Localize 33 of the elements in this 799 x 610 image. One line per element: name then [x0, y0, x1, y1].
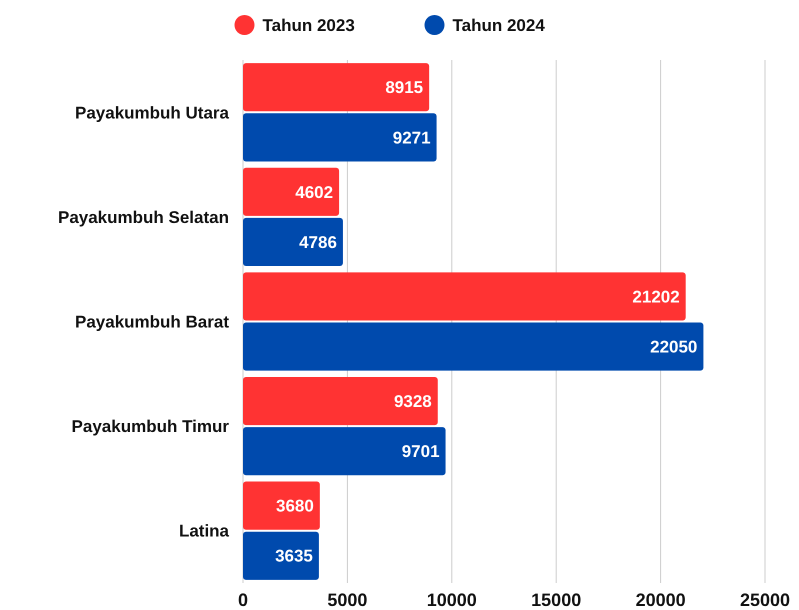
data-label: 9328 — [394, 392, 432, 411]
x-tick-label: 0 — [238, 590, 248, 610]
data-label: 9271 — [392, 128, 431, 148]
data-label: 21202 — [632, 287, 680, 306]
legend-label: Tahun 2023 — [262, 16, 355, 35]
bar — [243, 532, 319, 580]
data-label: 4786 — [299, 232, 337, 252]
y-tick-label: Payakumbuh Selatan — [58, 208, 229, 227]
data-label: 3635 — [275, 546, 313, 566]
legend-label: Tahun 2024 — [452, 16, 546, 35]
bar — [243, 168, 340, 216]
bar — [243, 482, 320, 530]
bar — [243, 63, 430, 112]
y-tick-label: Payakumbuh Utara — [75, 103, 230, 122]
data-label: 4602 — [295, 182, 334, 202]
data-label: 3680 — [276, 496, 314, 516]
data-label: 22050 — [650, 338, 698, 357]
data-label: 8915 — [385, 78, 424, 98]
bar — [243, 376, 438, 426]
data-label: 9701 — [402, 442, 440, 462]
y-tick-label: Payakumbuh Barat — [75, 312, 230, 332]
bar — [243, 113, 437, 162]
bar — [243, 272, 686, 320]
x-tick-label: 25000 — [740, 590, 790, 610]
y-tick-label: Latina — [178, 522, 230, 541]
x-tick-label: 5000 — [327, 590, 368, 610]
x-tick-label: 10000 — [426, 590, 477, 610]
bar — [243, 427, 446, 476]
bar — [243, 322, 704, 371]
x-tick-label: 20000 — [636, 590, 686, 610]
bar — [243, 218, 343, 266]
x-tick-label: 15000 — [531, 590, 582, 610]
y-tick-label: Payakumbuh Timur — [72, 417, 230, 436]
